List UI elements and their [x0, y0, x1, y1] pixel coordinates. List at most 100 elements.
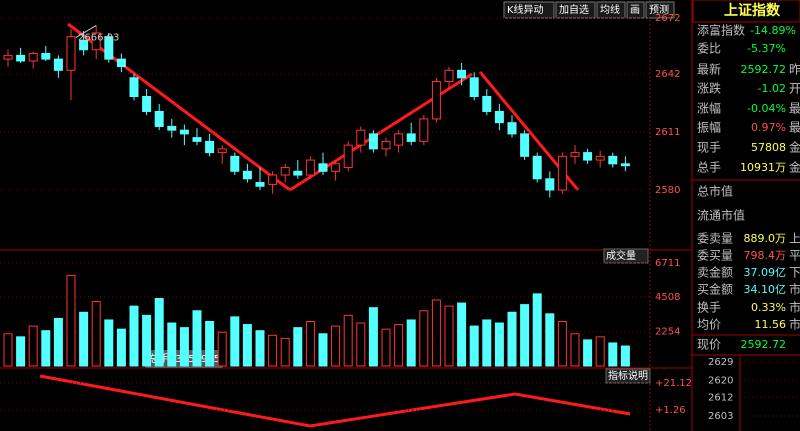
volume-bar: [583, 339, 593, 367]
volume-bar: [532, 293, 542, 367]
volume-tick-label: 4508: [655, 292, 680, 303]
candle-body: [356, 129, 366, 146]
candle-body: [217, 148, 227, 154]
candle-body: [368, 133, 378, 150]
panel-tail: 开: [789, 82, 800, 96]
toolbar-button[interactable]: [645, 1, 675, 19]
volume-bar: [205, 320, 215, 367]
toolbar-button[interactable]: [626, 1, 645, 19]
volume-bar: [230, 316, 240, 367]
candle-body: [318, 163, 328, 172]
volume-bar: [406, 319, 416, 367]
volume-bar: [331, 325, 341, 367]
candle-body: [381, 140, 391, 150]
panel-tail: 金: [789, 160, 800, 175]
panel-label: 委卖量: [697, 232, 733, 246]
volume-bar: [469, 325, 479, 367]
panel-tail: 市: [789, 317, 800, 332]
panel-tail: 金: [789, 140, 800, 155]
panel-label: 现价: [697, 338, 721, 352]
toolbar-label[interactable]: K线异动: [507, 3, 544, 16]
candle-body: [532, 155, 542, 180]
volume-tick-label: 2254: [655, 326, 680, 337]
toolbar-label[interactable]: 加自选: [559, 3, 589, 16]
panel-label: 流通市值: [697, 208, 745, 223]
panel-label: 买金额: [697, 282, 733, 297]
candle-body: [482, 96, 492, 112]
macd-tick-label: +1.26: [655, 405, 686, 416]
volume-bar: [620, 345, 630, 367]
volume-label[interactable]: 成交量: [606, 249, 636, 262]
panel-value: -0.04%: [747, 102, 786, 115]
volume-bar: [41, 330, 51, 367]
panel-label: 现手: [697, 141, 721, 155]
candle-body: [406, 133, 416, 142]
volume-bar: [167, 322, 177, 367]
macd-tick-label: +21.12: [655, 378, 692, 389]
volume-bar: [3, 333, 13, 367]
panel-tail: 昨: [789, 63, 800, 77]
peak-pointer: [75, 25, 97, 38]
panel-tail: 上: [789, 232, 800, 246]
panel-label: 委比: [697, 42, 721, 56]
panel-tail: 市: [789, 282, 800, 297]
mini-tick-label: 2612: [708, 392, 733, 403]
volume-bar: [66, 274, 76, 367]
volume-label-box[interactable]: [603, 248, 649, 264]
panel-value: 0.97%: [751, 121, 786, 134]
candle-body: [167, 125, 177, 131]
panel-label: 总手: [697, 161, 721, 175]
candle-body: [192, 137, 202, 142]
toolbar-button[interactable]: [596, 1, 626, 19]
mini-tick-label: 2620: [708, 376, 733, 387]
volume-bar: [545, 313, 555, 367]
volume-bar: [293, 327, 303, 367]
candle-body: [394, 133, 404, 146]
candle-body: [280, 167, 290, 176]
volume-bar: [356, 322, 366, 367]
volume-bar: [368, 307, 378, 367]
volume-bar: [142, 314, 152, 367]
panel-label: 涨跌: [697, 81, 721, 96]
candle-body: [583, 152, 593, 161]
volume-bar: [242, 324, 252, 367]
panel-label: 卖金额: [697, 265, 733, 280]
panel-tail: 下: [789, 266, 800, 280]
volume-tick-label: 6711: [655, 258, 680, 269]
indicator-button-label[interactable]: 指标说明: [608, 369, 648, 382]
candle-body: [305, 159, 315, 176]
candle-body: [457, 69, 467, 79]
candle-body: [28, 52, 38, 62]
toolbar-button[interactable]: [555, 1, 596, 19]
volume-bar: [305, 320, 315, 367]
volume-bar: [179, 327, 189, 367]
volume-bar: [482, 319, 492, 367]
candle-body: [331, 163, 341, 172]
candle-body: [620, 163, 630, 167]
panel-label: 均价: [697, 318, 721, 332]
candle-body: [154, 110, 164, 127]
toolbar-label[interactable]: 均线: [600, 3, 620, 16]
panel-value: 0.33%: [751, 301, 786, 314]
candle-body: [419, 118, 429, 142]
toolbar-label[interactable]: 预测: [649, 3, 669, 16]
toolbar-label[interactable]: 画: [630, 5, 640, 16]
candle-body: [142, 96, 152, 112]
candle-body: [41, 52, 51, 60]
volume-bar: [28, 325, 38, 367]
candle-body: [520, 133, 530, 157]
trend-arrow: [514, 392, 631, 416]
panel-value: 10931万: [740, 161, 786, 174]
panel-label: 委买量: [697, 249, 733, 263]
panel-value: 889.0万: [744, 232, 787, 245]
volume-bar: [394, 324, 404, 367]
volume-bar: [217, 331, 227, 367]
panel-value: 2592.72: [741, 338, 787, 351]
candle-body: [104, 36, 114, 60]
volume-bar: [520, 304, 530, 367]
price-tick-label: 2642: [655, 69, 680, 80]
volume-bar: [595, 336, 605, 367]
panel-value: 34.10亿: [744, 283, 787, 296]
panel-value: -5.37%: [747, 42, 786, 55]
